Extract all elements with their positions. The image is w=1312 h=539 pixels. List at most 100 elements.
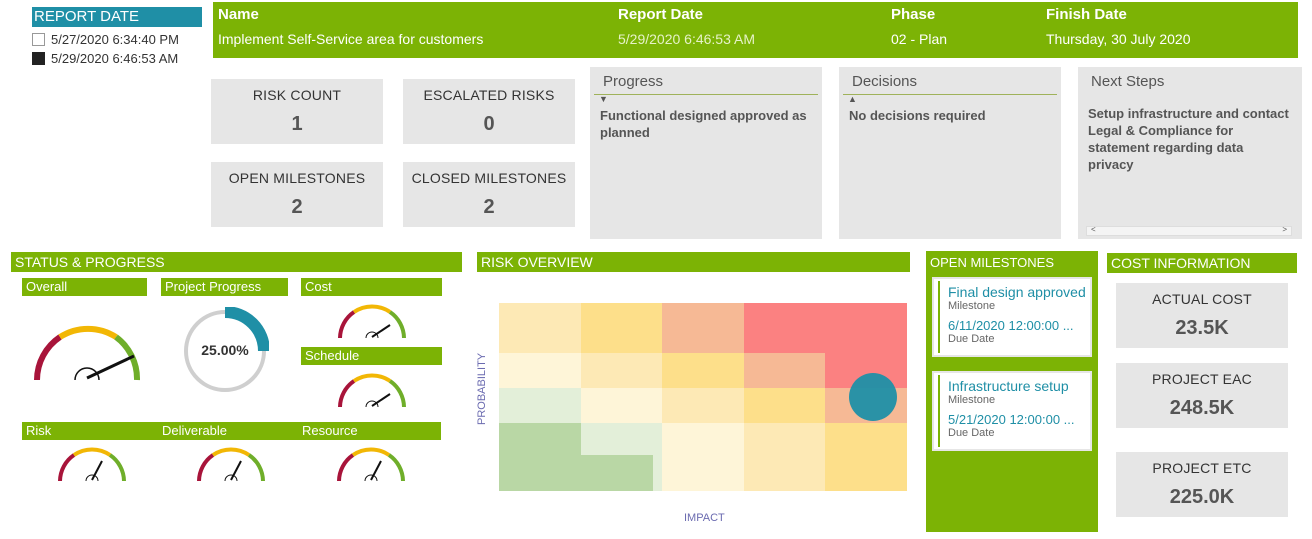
cost-gauge <box>338 304 406 339</box>
horizontal-scrollbar[interactable]: < > <box>1086 225 1292 236</box>
project-eac-card: PROJECT EAC 248.5K <box>1116 363 1288 428</box>
risk-bubble[interactable] <box>849 373 897 421</box>
project-banner: Name Implement Self-Service area for cus… <box>213 2 1298 58</box>
milestone-type: Milestone <box>948 300 996 312</box>
project-etc-label: PROJECT ETC <box>1152 460 1252 476</box>
report-date-header: Report Date <box>618 6 704 23</box>
overall-header: Overall <box>22 278 147 296</box>
progress-panel: Progress ▼ Functional designed approved … <box>590 67 822 239</box>
risk-count-card: RISK COUNT 1 <box>211 79 383 144</box>
open-milestones-value: 2 <box>291 196 303 218</box>
project-eac-label: PROJECT EAC <box>1152 371 1252 387</box>
heat-cell <box>743 388 826 423</box>
finish-date-value: Thursday, 30 July 2020 <box>1046 31 1191 47</box>
risk-header: Risk <box>26 423 52 438</box>
cost-information-header: COST INFORMATION <box>1107 253 1297 273</box>
heat-cell <box>662 303 744 353</box>
progress-title: Progress <box>594 67 818 95</box>
escalated-risks-value: 0 <box>483 113 495 135</box>
scroll-left-icon[interactable]: < <box>1091 225 1096 234</box>
risk-count-label: RISK COUNT <box>252 87 342 103</box>
risk-overview-header: RISK OVERVIEW <box>477 252 910 272</box>
schedule-gauge <box>338 373 406 408</box>
closed-milestones-label: CLOSED MILESTONES <box>411 170 567 186</box>
report-date-option-2[interactable]: 5/29/2020 6:46:53 AM <box>32 51 178 66</box>
actual-cost-label: ACTUAL COST <box>1152 291 1252 307</box>
project-progress-value: 25.00% <box>201 342 249 358</box>
deliverable-header: Deliverable <box>162 423 228 438</box>
report-date-slicer-title: REPORT DATE <box>32 7 202 27</box>
overall-gauge <box>34 325 141 381</box>
heat-cell <box>662 353 744 388</box>
checkbox-icon[interactable] <box>32 33 45 46</box>
project-eac-value: 248.5K <box>1169 397 1235 419</box>
heat-cell <box>499 353 581 388</box>
milestone-date: 5/21/2020 12:00:00 ... <box>948 412 1075 427</box>
heat-cell <box>743 353 826 388</box>
escalated-risks-label: ESCALATED RISKS <box>423 87 555 103</box>
heat-cell <box>580 303 663 353</box>
name-header: Name <box>218 6 259 23</box>
sort-down-icon[interactable]: ▼ <box>599 94 608 104</box>
phase-value: 02 - Plan <box>891 31 948 47</box>
next-steps-text: Setup infrastructure and contact Legal &… <box>1088 106 1289 172</box>
heat-cell <box>499 303 581 353</box>
open-milestones-label: OPEN MILESTONES <box>228 170 366 186</box>
report-date-option-label: 5/29/2020 6:46:53 AM <box>51 51 179 66</box>
project-progress-donut: 25.00% <box>184 307 269 392</box>
heat-cell <box>662 388 744 423</box>
open-milestones-title: OPEN MILESTONES <box>930 255 1055 270</box>
finish-date-header: Finish Date <box>1046 6 1127 23</box>
milestone-date: 6/11/2020 12:00:00 ... <box>948 318 1074 333</box>
actual-cost-card: ACTUAL COST 23.5K <box>1116 283 1288 348</box>
actual-cost-value: 23.5K <box>1175 317 1229 339</box>
next-steps-panel: Next Steps Setup infrastructure and cont… <box>1078 67 1302 239</box>
report-date-value: 5/29/2020 6:46:53 AM <box>618 31 755 47</box>
next-steps-title: Next Steps <box>1091 73 1165 90</box>
milestone-title: Final design approved <box>948 284 1086 300</box>
resource-header: Resource <box>302 423 358 438</box>
milestone-type: Milestone <box>948 394 996 406</box>
heat-cell <box>825 423 907 491</box>
escalated-risks-card: ESCALATED RISKS 0 <box>403 79 575 144</box>
milestone-card[interactable]: Infrastructure setup Milestone 5/21/2020… <box>932 371 1092 451</box>
cost-header: Cost <box>301 278 442 296</box>
probability-axis-label: PROBABILITY <box>476 352 488 425</box>
heat-cell <box>662 423 744 491</box>
phase-header: Phase <box>891 6 936 23</box>
report-date-option-label: 5/27/2020 6:34:40 PM <box>51 32 179 47</box>
name-value: Implement Self-Service area for customer… <box>218 31 484 47</box>
heat-cell <box>743 303 826 353</box>
milestone-date-label: Due Date <box>948 333 995 345</box>
heat-cell <box>743 423 826 491</box>
risk-heatmap <box>499 303 907 491</box>
milestone-card[interactable]: Final design approved Milestone 6/11/202… <box>932 277 1092 357</box>
open-milestones-panel: OPEN MILESTONES Final design approved Mi… <box>926 251 1098 532</box>
closed-milestones-value: 2 <box>483 196 495 218</box>
progress-text: Functional designed approved as planned <box>600 108 807 140</box>
decisions-title: Decisions <box>843 67 1057 95</box>
deliverable-gauge <box>197 447 265 482</box>
risk-count-value: 1 <box>291 113 303 135</box>
project-etc-value: 225.0K <box>1169 486 1235 508</box>
decisions-text: No decisions required <box>849 108 986 123</box>
schedule-header: Schedule <box>301 347 442 365</box>
milestone-title: Infrastructure setup <box>948 378 1069 394</box>
closed-milestones-card: CLOSED MILESTONES 2 <box>403 162 575 227</box>
heat-cell <box>580 388 663 423</box>
heat-cell <box>499 388 581 423</box>
project-progress-header: Project Progress <box>161 278 288 296</box>
report-date-option-1[interactable]: 5/27/2020 6:34:40 PM <box>32 32 179 47</box>
checkbox-checked-icon[interactable] <box>32 52 45 65</box>
risk-gauge <box>58 447 126 482</box>
heat-cell-merged <box>499 455 653 491</box>
decisions-panel: Decisions ▲ No decisions required <box>839 67 1061 239</box>
milestone-date-label: Due Date <box>948 427 995 439</box>
scroll-right-icon[interactable]: > <box>1282 225 1287 234</box>
open-milestones-card: OPEN MILESTONES 2 <box>211 162 383 227</box>
heat-cell <box>580 353 663 388</box>
status-progress-header: STATUS & PROGRESS <box>11 252 462 272</box>
risk-deliverable-resource-header-bar: Risk Deliverable Resource <box>22 422 441 440</box>
impact-axis-label: IMPACT <box>684 512 725 524</box>
sort-up-icon[interactable]: ▲ <box>848 94 857 104</box>
